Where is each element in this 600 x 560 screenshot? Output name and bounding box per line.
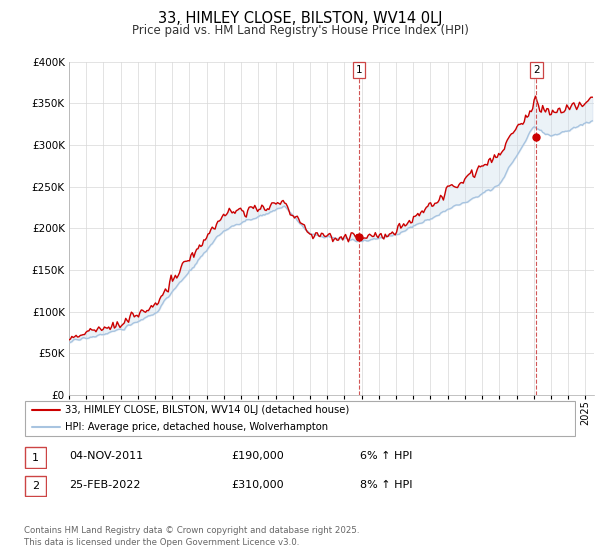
Text: Price paid vs. HM Land Registry's House Price Index (HPI): Price paid vs. HM Land Registry's House … (131, 24, 469, 36)
Text: 2: 2 (533, 65, 539, 75)
Text: 1: 1 (356, 65, 362, 75)
Text: 2: 2 (32, 481, 39, 491)
FancyBboxPatch shape (25, 476, 46, 496)
Text: 8% ↑ HPI: 8% ↑ HPI (360, 480, 413, 490)
Text: 6% ↑ HPI: 6% ↑ HPI (360, 451, 412, 461)
FancyBboxPatch shape (25, 402, 575, 436)
Text: 04-NOV-2011: 04-NOV-2011 (69, 451, 143, 461)
Text: Contains HM Land Registry data © Crown copyright and database right 2025.
This d: Contains HM Land Registry data © Crown c… (24, 526, 359, 547)
Text: 1: 1 (32, 452, 39, 463)
FancyBboxPatch shape (25, 447, 46, 468)
Text: £190,000: £190,000 (231, 451, 284, 461)
Text: 33, HIMLEY CLOSE, BILSTON, WV14 0LJ (detached house): 33, HIMLEY CLOSE, BILSTON, WV14 0LJ (det… (65, 405, 350, 415)
Text: 33, HIMLEY CLOSE, BILSTON, WV14 0LJ: 33, HIMLEY CLOSE, BILSTON, WV14 0LJ (158, 11, 442, 26)
Text: 25-FEB-2022: 25-FEB-2022 (69, 480, 140, 490)
Text: HPI: Average price, detached house, Wolverhampton: HPI: Average price, detached house, Wolv… (65, 422, 329, 432)
Text: £310,000: £310,000 (231, 480, 284, 490)
